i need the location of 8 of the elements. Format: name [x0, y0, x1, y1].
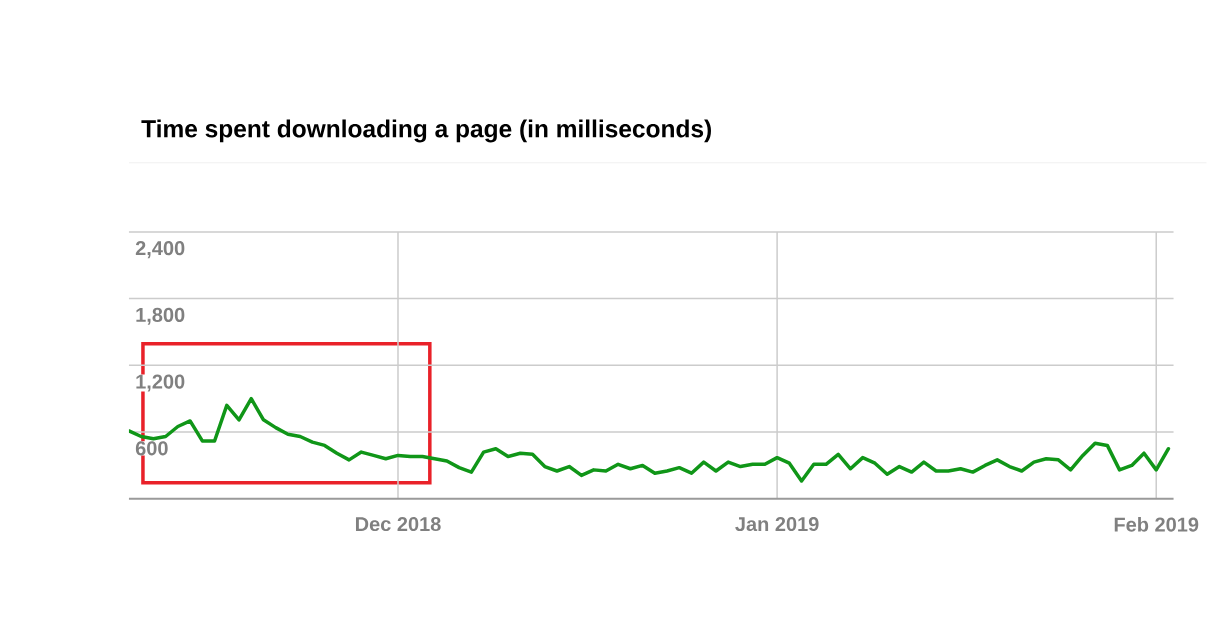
y-tick-label: 1,800: [136, 307, 185, 325]
chart-title: Time spent downloading a page (in milliseconds): [141, 119, 711, 143]
x-tick-label: Dec 2018: [355, 517, 441, 532]
y-tick-label: 2,400: [135, 241, 185, 259]
x-tick-label: Feb 2019: [1114, 517, 1199, 532]
y-tick-label: 600: [135, 441, 168, 456]
y-tick-label: 1,200: [136, 374, 185, 392]
x-tick-label: Jan 2019: [735, 517, 819, 532]
